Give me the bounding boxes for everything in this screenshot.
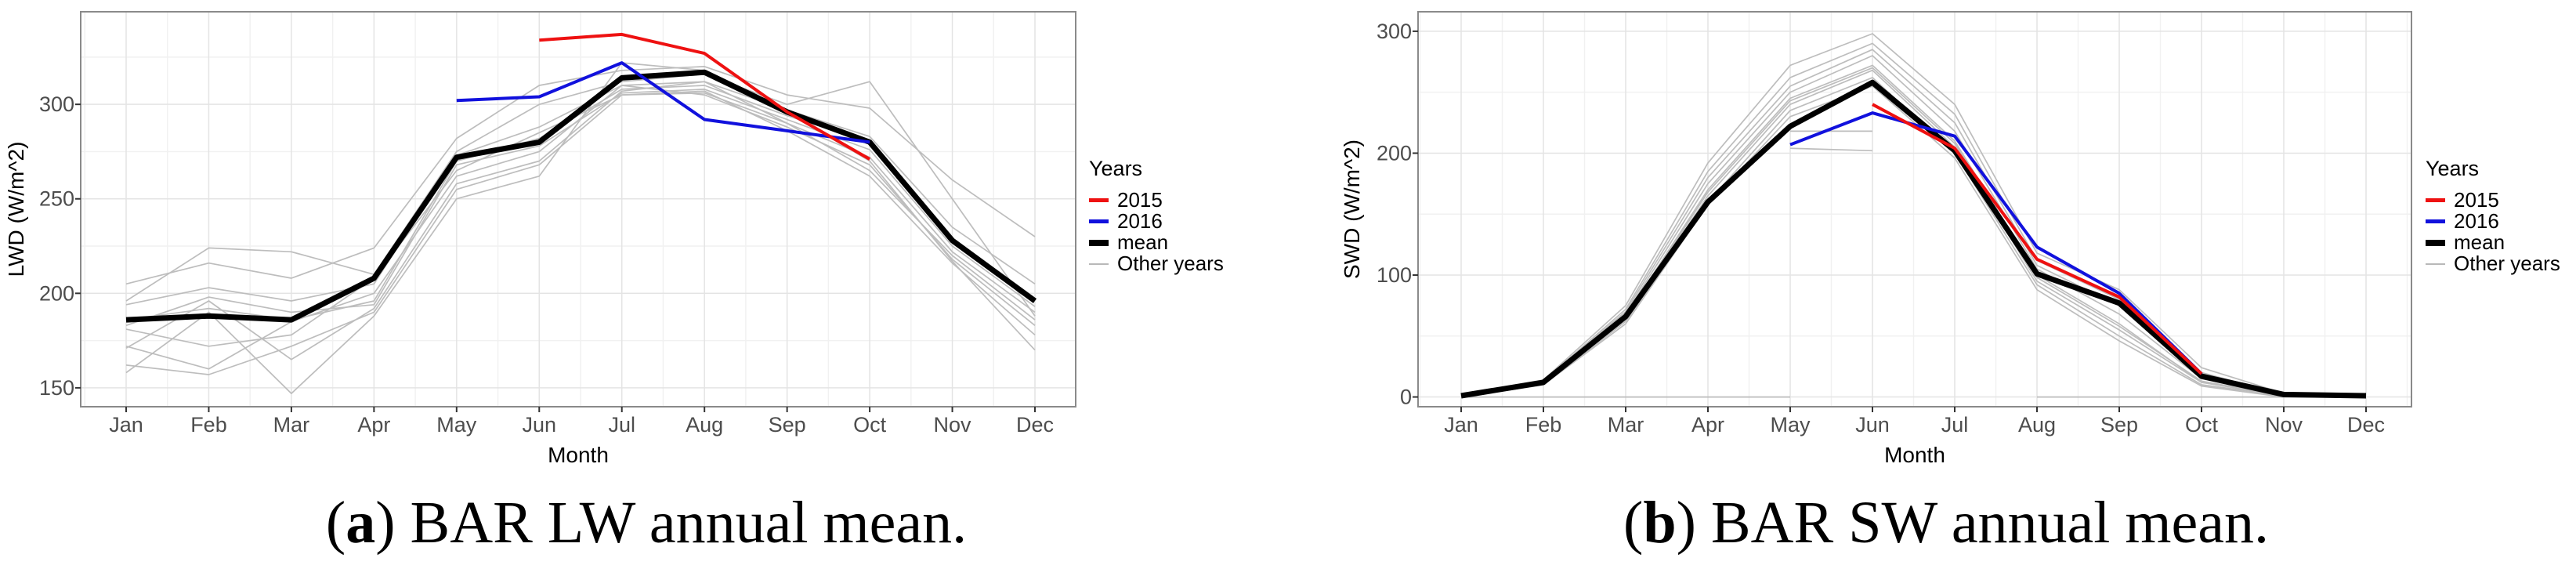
x-tick-label: May <box>436 413 477 437</box>
legend-item-label: 2015 <box>2454 188 2499 212</box>
caption-b: (b) BAR SW annual mean. <box>1316 489 2576 556</box>
legend-key-other-years-line <box>1089 263 1109 265</box>
legend-key-mean-line <box>1089 239 1109 246</box>
series-line-2016 <box>456 61 870 144</box>
caption-paren-close: ) <box>1676 490 1696 556</box>
x-tick-label: Dec <box>2347 413 2385 437</box>
caption-text: BAR LW annual mean. <box>410 490 968 556</box>
y-axis-title: SWD (W/m^2) <box>1340 139 1364 279</box>
x-tick-label: Apr <box>357 413 390 437</box>
series-line-other-years <box>1789 147 1873 152</box>
x-tick-label: May <box>1770 413 1811 437</box>
series-line-other-years <box>125 90 1036 375</box>
chart-a-canvas: Jan Feb Mar Apr May Jun Jul Aug Sep Oct Nov Dec 150 2… <box>4 11 1076 467</box>
x-tick-label: Jan <box>1444 413 1478 437</box>
x-tick-label: Aug <box>2018 413 2056 437</box>
legend-item-2016: 2016 <box>2426 209 2560 233</box>
series-line-other-years <box>1460 85 2366 398</box>
x-tick-label: Apr <box>1691 413 1724 437</box>
caption-text: BAR SW annual mean. <box>1710 490 2269 556</box>
y-tick-label: 200 <box>39 281 74 305</box>
legend-item-label: 2016 <box>1117 209 1163 233</box>
y-tick-label: 0 <box>1400 386 1412 409</box>
legend-item-2015: 2015 <box>1089 188 1224 212</box>
panel-border <box>1417 11 2412 408</box>
legend-item-label: Other years <box>1117 252 1224 275</box>
x-tick-label: Nov <box>934 413 972 437</box>
x-tick-label: Nov <box>2265 413 2303 437</box>
legend-item-other-years: Other years <box>2426 252 2560 275</box>
series-line-other-years <box>1460 42 2367 397</box>
legend-title: Years <box>2426 157 2480 180</box>
x-tick-label: Jul <box>608 413 635 437</box>
legend-a: Years 2015 2016 mean Other years <box>1089 157 1224 275</box>
caption-a: (a) BAR LW annual mean. <box>0 489 1293 556</box>
legend-item-label: 2015 <box>1117 188 1163 212</box>
x-tick-label: Dec <box>1016 413 1054 437</box>
x-axis-title: Month <box>1884 443 1945 467</box>
x-tick-label: Feb <box>190 413 227 437</box>
series-line-other-years <box>125 92 1036 347</box>
x-tick-label: Sep <box>769 413 806 437</box>
y-tick-label: 250 <box>39 187 74 211</box>
legend-key-2016-line <box>1089 219 1109 223</box>
series-line-other-years <box>125 73 1036 317</box>
legend-title: Years <box>1089 157 1143 180</box>
series-line-other-years <box>125 81 1036 360</box>
x-tick-label: Oct <box>2185 413 2219 437</box>
y-tick-label: 100 <box>1377 263 1412 287</box>
series-line-other-years <box>125 81 1036 306</box>
series-line-mean <box>1460 79 2367 399</box>
legend-item-label: mean <box>1117 230 1169 254</box>
x-tick-label: Feb <box>1525 413 1562 437</box>
series-line-mean <box>125 69 1037 323</box>
x-tick-label: Jan <box>109 413 143 437</box>
legend-item-label: mean <box>2454 230 2505 254</box>
series-line-other-years <box>125 66 1036 285</box>
series-line-other-years <box>125 62 1036 394</box>
x-tick-label: Mar <box>1608 413 1644 437</box>
legend-key-2015-line <box>1089 198 1109 202</box>
series-line-2015 <box>1872 103 2203 375</box>
legend-item-mean: mean <box>2426 230 2560 254</box>
series-line-2016 <box>1789 111 2203 375</box>
series-line-2015 <box>539 32 871 161</box>
x-tick-label: Aug <box>686 413 723 437</box>
x-tick-label: Sep <box>2100 413 2138 437</box>
legend-item-label: Other years <box>2454 252 2560 275</box>
x-tick-label: Oct <box>853 413 887 437</box>
x-tick-label: Jul <box>1941 413 1969 437</box>
caption-paren-open: ( <box>325 490 346 556</box>
x-tick-label: Jun <box>1855 413 1890 437</box>
y-axis-title: LWD (W/m^2) <box>4 142 28 277</box>
chart-b-canvas: Jan Feb Mar Apr May Jun Jul Aug Sep Oct Nov Dec 0 100… <box>1340 11 2412 467</box>
legend-item-label: 2016 <box>2454 209 2499 233</box>
legend-item-mean: mean <box>1089 230 1224 254</box>
legend-key-2016-line <box>2426 219 2445 223</box>
y-tick-label: 300 <box>1377 20 1412 43</box>
legend-key-2015-line <box>2426 198 2445 202</box>
legend-item-other-years: Other years <box>1089 252 1224 275</box>
series-line-other-years <box>1460 33 2367 396</box>
legend-b: Years 2015 2016 mean Other years <box>2426 157 2560 275</box>
y-tick-label: 150 <box>39 376 74 400</box>
legend-key-other-years-line <box>2426 263 2445 265</box>
y-tick-label: 300 <box>39 92 74 116</box>
legend-item-2015: 2015 <box>2426 188 2560 212</box>
caption-marker: a <box>346 490 376 556</box>
caption-paren-open: ( <box>1623 490 1644 556</box>
x-axis-title: Month <box>548 443 609 467</box>
x-tick-label: Mar <box>273 413 310 437</box>
panel-border <box>80 11 1076 408</box>
legend-key-mean-line <box>2426 239 2445 246</box>
plot-panel <box>1418 12 2411 407</box>
caption-marker: b <box>1643 490 1677 556</box>
y-tick-label: 200 <box>1377 141 1412 165</box>
caption-paren-close: ) <box>375 490 396 556</box>
legend-item-2016: 2016 <box>1089 209 1224 233</box>
x-tick-label: Jun <box>522 413 556 437</box>
